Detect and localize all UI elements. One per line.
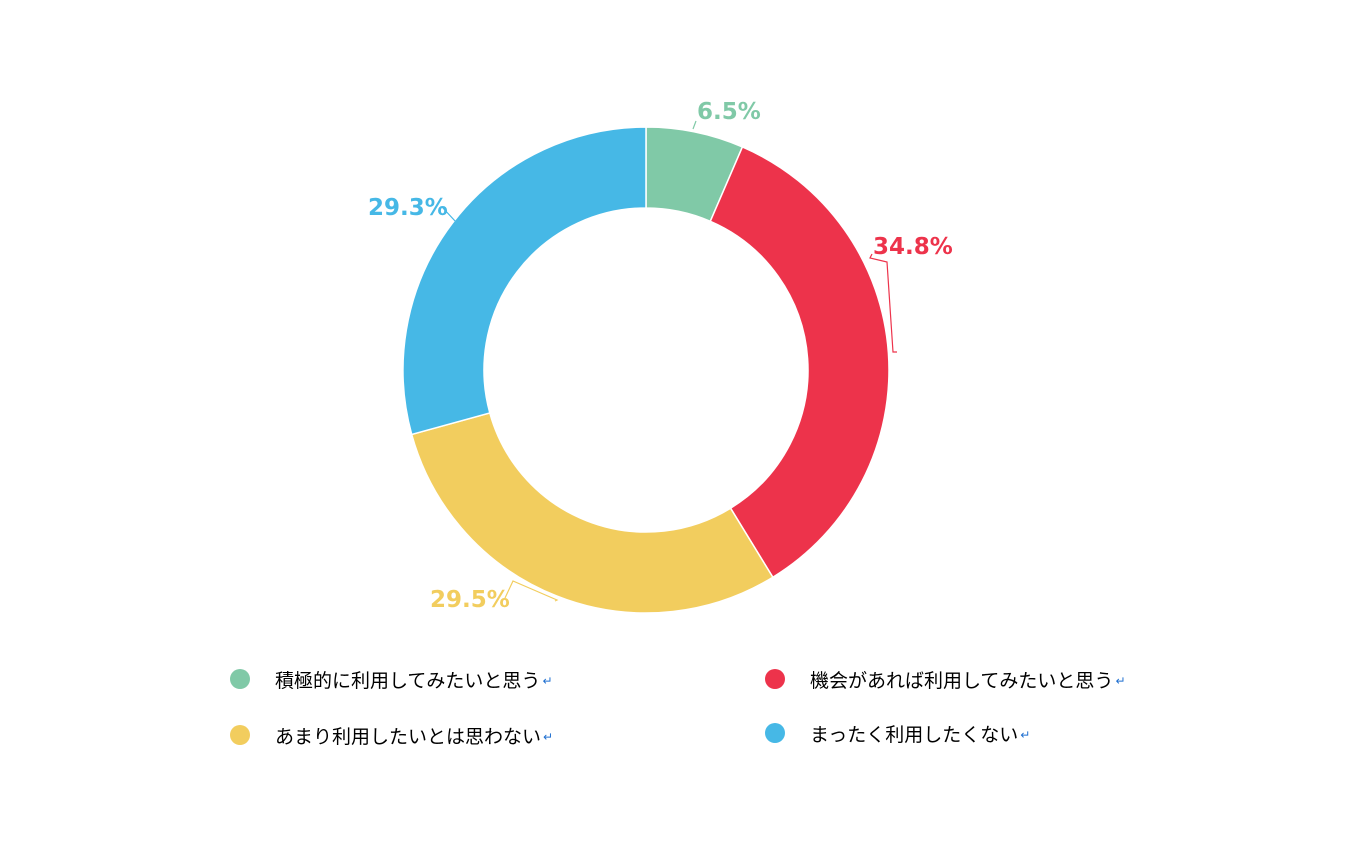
leader-line-not-really [504, 580, 559, 602]
leader-line-not-at-all [441, 206, 457, 223]
pct-label-not-really: 29.5% [430, 587, 510, 613]
pct-label-want-if-chance: 34.8% [873, 234, 953, 260]
donut-slices [402, 126, 890, 614]
leader-lines [441, 120, 897, 602]
slice-want-if-chance [709, 145, 890, 579]
slice-not-really [410, 412, 774, 614]
slice-not-at-all [402, 126, 647, 436]
pct-label-not-at-all: 29.3% [368, 195, 448, 221]
pct-label-actively-want: 6.5% [697, 99, 761, 125]
leader-line-want-if-chance [869, 253, 897, 353]
leader-line-actively-want [692, 120, 697, 130]
percentage-labels: 6.5% 34.8% 29.5% 29.3% [368, 99, 953, 613]
